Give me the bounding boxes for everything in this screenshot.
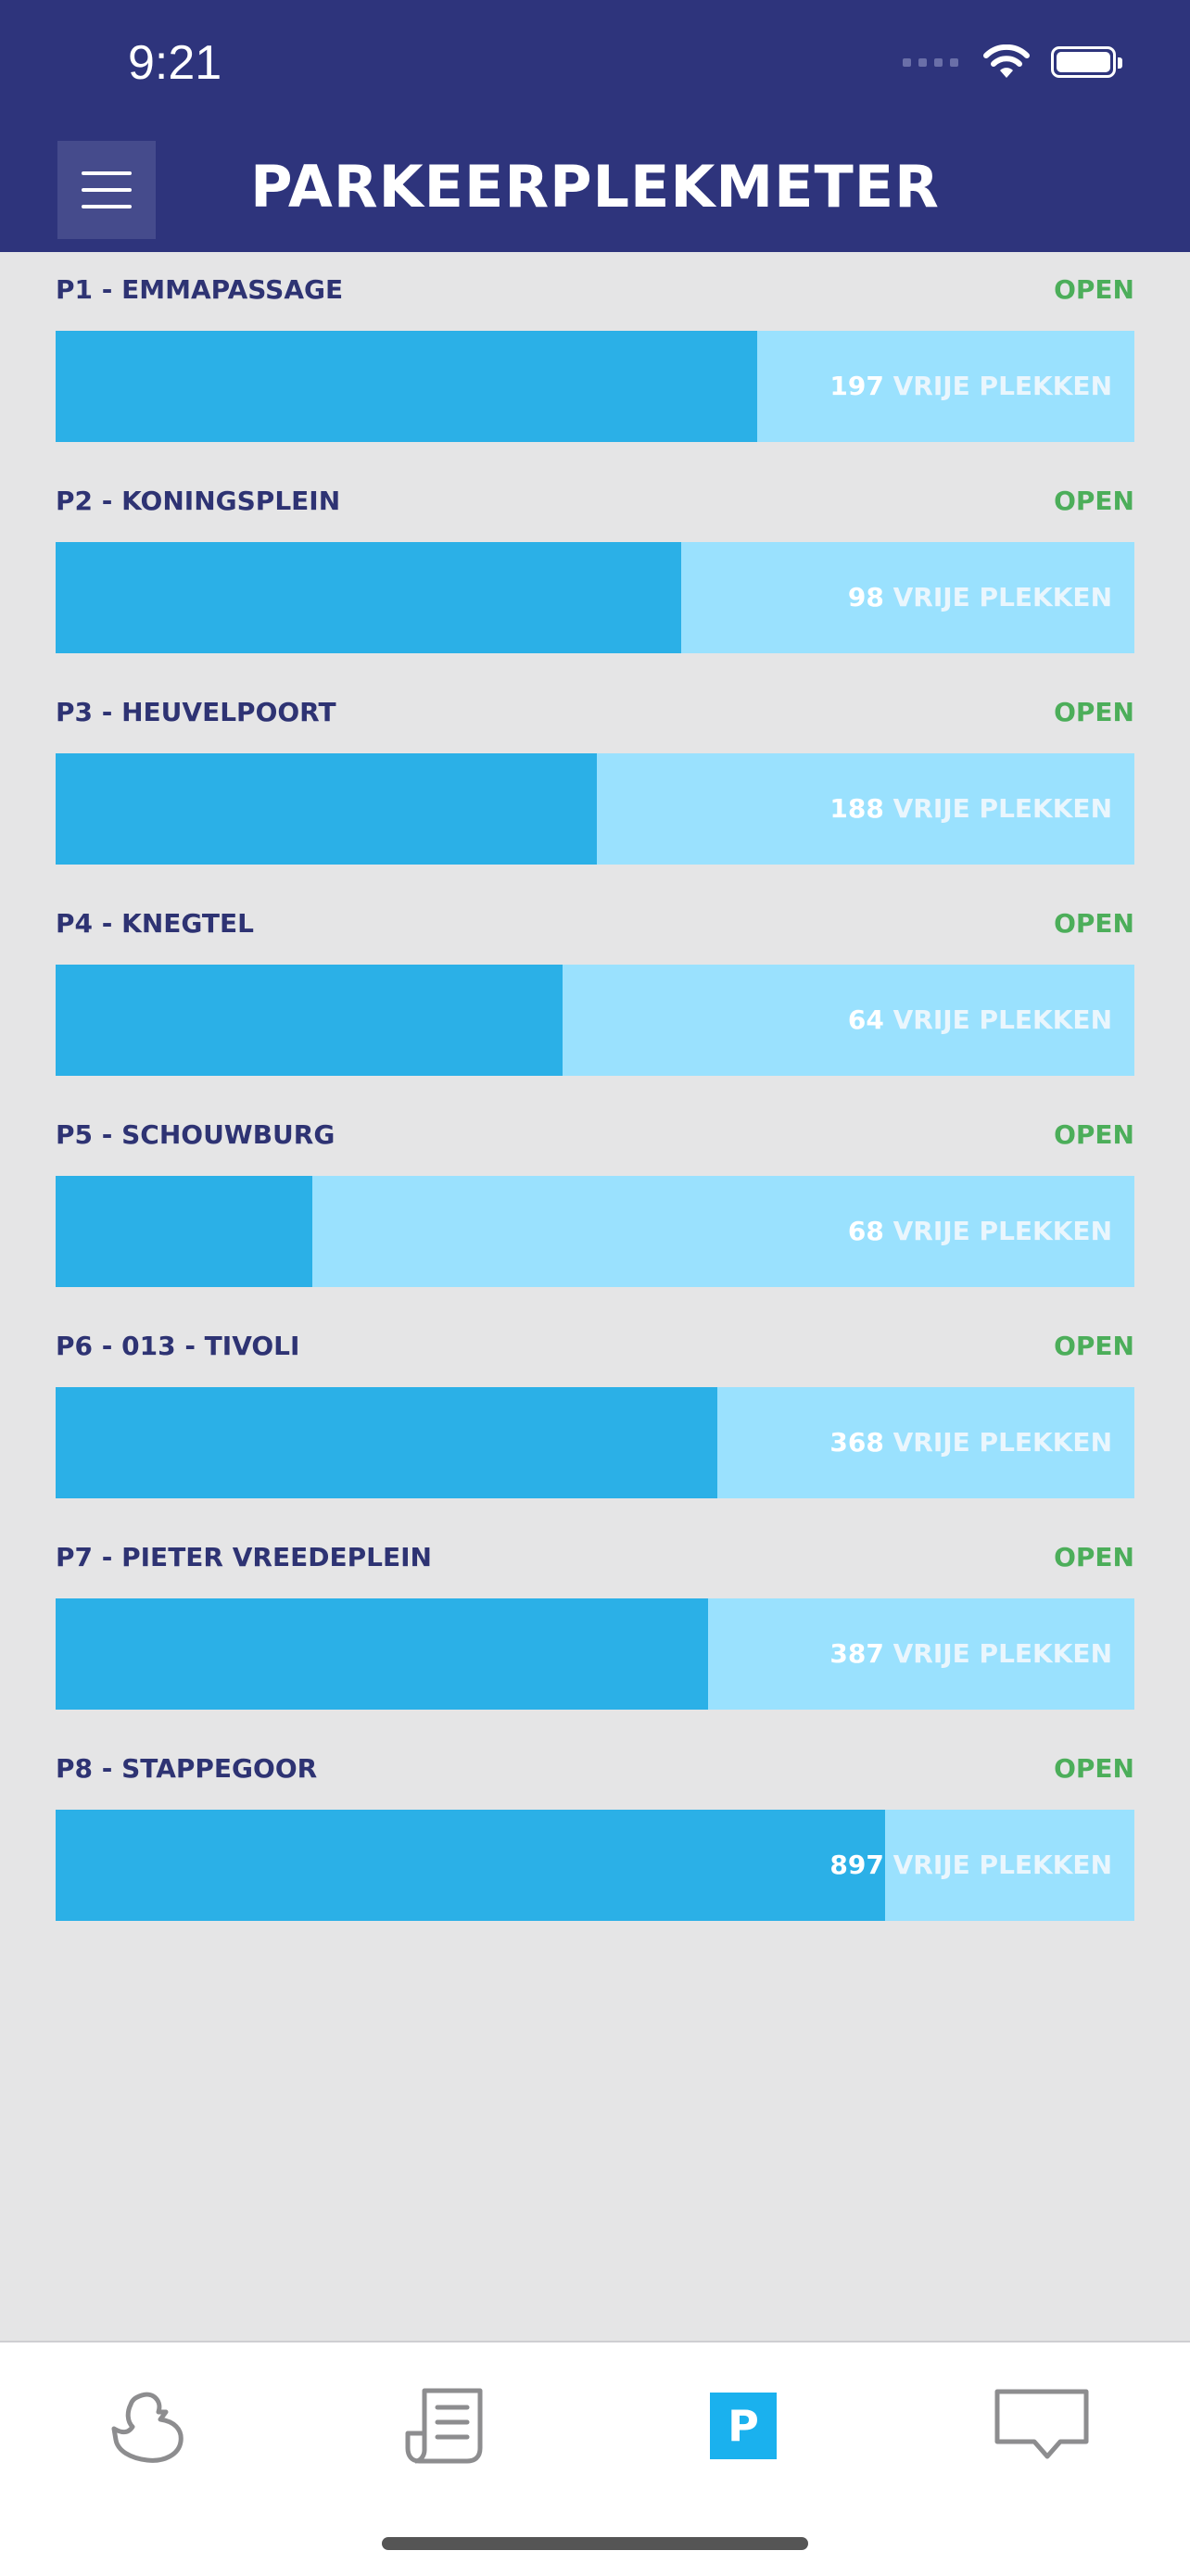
occupancy-fill [56,1810,886,1921]
free-spots-label: 387 VRIJE PLEKKEN [829,1598,1112,1710]
garage-status: OPEN [1054,274,1134,305]
free-spots-text: VRIJE PLEKKEN [892,1638,1112,1669]
occupancy-fill [56,542,682,653]
occupancy-bar: 197 VRIJE PLEKKEN [56,331,1134,442]
status-icons [903,44,1122,80]
garage-item[interactable]: P7 - PIETER VREEDEPLEIN OPEN 387 VRIJE P… [56,1527,1134,1738]
page-title: PARKEERPLEKMETER [250,153,940,221]
occupancy-bar: 64 VRIJE PLEKKEN [56,965,1134,1076]
parking-icon: P [710,2393,777,2459]
signal-icon [903,57,958,67]
occupancy-fill [56,1598,709,1710]
free-spots-text: VRIJE PLEKKEN [892,582,1112,612]
free-spots-text: VRIJE PLEKKEN [892,1427,1112,1458]
free-spots-label: 98 VRIJE PLEKKEN [848,542,1112,653]
wifi-icon [983,44,1030,78]
app-header: 9:21 PARKEERPLEKMETER [0,0,1190,252]
garage-status: OPEN [1054,1119,1134,1150]
battery-icon [1051,46,1122,78]
occupancy-fill [56,1387,717,1498]
tab-bar: P [0,2341,1190,2576]
garage-item[interactable]: P4 - KNEGTEL OPEN 64 VRIJE PLEKKEN [56,893,1134,1105]
free-spots-count: 68 [847,1216,884,1246]
occupancy-bar: 368 VRIJE PLEKKEN [56,1387,1134,1498]
occupancy-bar: 897 VRIJE PLEKKEN [56,1810,1134,1921]
home-indicator[interactable] [382,2537,808,2550]
free-spots-label: 897 VRIJE PLEKKEN [829,1810,1112,1921]
tab-chat[interactable] [986,2370,1097,2481]
occupancy-fill [56,753,598,865]
free-spots-count: 188 [829,793,884,824]
free-spots-count: 387 [829,1638,884,1669]
free-spots-label: 68 VRIJE PLEKKEN [848,1176,1112,1287]
hamburger-icon [82,171,132,175]
duck-icon [111,2392,184,2463]
garage-item[interactable]: P3 - HEUVELPOORT OPEN 188 VRIJE PLEKKEN [56,682,1134,893]
free-spots-count: 64 [847,1004,884,1035]
garage-name: P7 - PIETER VREEDEPLEIN [56,1542,432,1572]
garage-name: P4 - KNEGTEL [56,908,254,939]
occupancy-fill [56,331,757,442]
garage-name: P5 - SCHOUWBURG [56,1119,335,1150]
garage-status: OPEN [1054,697,1134,727]
garage-name: P6 - 013 - TIVOLI [56,1331,300,1361]
chat-icon [994,2389,1089,2459]
garage-name: P1 - EMMAPASSAGE [56,274,344,305]
news-icon [405,2388,483,2464]
garage-item[interactable]: P8 - STAPPEGOOR OPEN 897 VRIJE PLEKKEN [56,1738,1134,1950]
garage-status: OPEN [1054,1542,1134,1572]
occupancy-fill [56,1176,313,1287]
garage-list: P1 - EMMAPASSAGE OPEN 197 VRIJE PLEKKEN … [56,259,1134,1950]
garage-item[interactable]: P5 - SCHOUWBURG OPEN 68 VRIJE PLEKKEN [56,1105,1134,1316]
free-spots-count: 897 [829,1850,884,1880]
free-spots-text: VRIJE PLEKKEN [892,1216,1112,1246]
free-spots-label: 368 VRIJE PLEKKEN [829,1387,1112,1498]
free-spots-count: 98 [847,582,884,612]
free-spots-count: 197 [829,371,884,401]
garage-item[interactable]: P2 - KONINGSPLEIN OPEN 98 VRIJE PLEKKEN [56,471,1134,682]
garage-status: OPEN [1054,1753,1134,1784]
free-spots-text: VRIJE PLEKKEN [892,1850,1112,1880]
free-spots-count: 368 [829,1427,884,1458]
occupancy-bar: 98 VRIJE PLEKKEN [56,542,1134,653]
garage-item[interactable]: P6 - 013 - TIVOLI OPEN 368 VRIJE PLEKKEN [56,1316,1134,1527]
tab-news[interactable] [389,2370,500,2481]
occupancy-bar: 68 VRIJE PLEKKEN [56,1176,1134,1287]
garage-name: P2 - KONINGSPLEIN [56,486,341,516]
garage-status: OPEN [1054,1331,1134,1361]
garage-status: OPEN [1054,486,1134,516]
garage-item[interactable]: P1 - EMMAPASSAGE OPEN 197 VRIJE PLEKKEN [56,259,1134,471]
status-time: 9:21 [128,36,222,90]
free-spots-text: VRIJE PLEKKEN [892,1004,1112,1035]
tab-duck[interactable] [93,2370,204,2481]
garage-name: P8 - STAPPEGOOR [56,1753,318,1784]
free-spots-text: VRIJE PLEKKEN [892,793,1112,824]
free-spots-label: 188 VRIJE PLEKKEN [829,753,1112,865]
free-spots-label: 197 VRIJE PLEKKEN [829,331,1112,442]
occupancy-bar: 387 VRIJE PLEKKEN [56,1598,1134,1710]
garage-status: OPEN [1054,908,1134,939]
free-spots-text: VRIJE PLEKKEN [892,371,1112,401]
occupancy-fill [56,965,563,1076]
tab-parking[interactable]: P [688,2370,799,2481]
free-spots-label: 64 VRIJE PLEKKEN [848,965,1112,1076]
garage-name: P3 - HEUVELPOORT [56,697,336,727]
menu-button[interactable] [57,141,156,239]
occupancy-bar: 188 VRIJE PLEKKEN [56,753,1134,865]
